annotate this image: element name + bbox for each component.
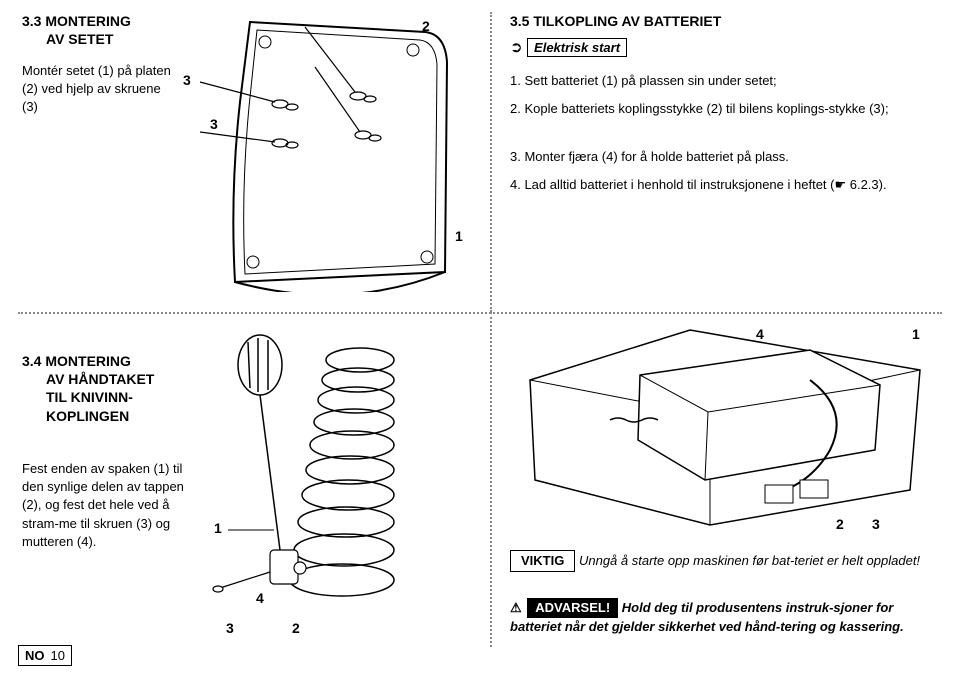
divider-v-bottom <box>490 312 492 647</box>
s33-callout-1: 1 <box>455 228 463 244</box>
s35-i3: 3. Monter fjæra (4) for å holde batterie… <box>510 148 940 166</box>
s34-callout-2: 2 <box>292 620 300 636</box>
viktig-label: VIKTIG <box>510 550 575 572</box>
page-footer: NO 10 <box>18 645 72 666</box>
s33-body: Montér setet (1) på platen (2) ved hjelp… <box>22 62 177 117</box>
s35-startline: ➲ Elektrisk start <box>510 38 627 57</box>
s34-t3: TIL KNIVINN- <box>22 388 192 406</box>
s34-title: 3.4 MONTERING AV HÅNDTAKET TIL KNIVINN- … <box>22 352 192 425</box>
page-code: NO <box>25 648 45 663</box>
s33-title: 3.3 MONTERING AV SETET <box>22 12 177 48</box>
s33-callout-3b: 3 <box>210 116 218 132</box>
s34-leader <box>224 520 284 540</box>
s35-i2: 2. Kople batteriets koplingsstykke (2) t… <box>510 100 940 118</box>
s35-callout-2: 2 <box>836 516 844 532</box>
pointer-icon: ➲ <box>510 39 523 56</box>
advarsel-block: ⚠ ADVARSEL! Hold deg til produsentens in… <box>510 598 940 636</box>
s33-callout-3a: 3 <box>183 72 191 88</box>
s35-title: 3.5 TILKOPLING AV BATTERIET <box>510 12 721 30</box>
s34-t1: 3.4 MONTERING <box>22 352 192 370</box>
s35-callout-4: 4 <box>756 326 764 342</box>
advarsel-label: ADVARSEL! <box>527 598 618 618</box>
viktig-block: VIKTIG Unngå å starte opp maskinen før b… <box>510 550 940 572</box>
s33-callout-2: 2 <box>422 18 430 34</box>
s33-illustration <box>195 12 475 292</box>
s35-illustration <box>510 320 940 530</box>
s34-callout-3: 3 <box>226 620 234 636</box>
s35-i4: 4. Lad alltid batteriet i henhold til in… <box>510 176 940 194</box>
s35-startbox: Elektrisk start <box>527 38 627 57</box>
divider-h-mid <box>18 312 942 314</box>
s34-t4: KOPLINGEN <box>22 407 192 425</box>
viktig-text: Unngå å starte opp maskinen før bat-teri… <box>579 553 920 568</box>
s33-title-l2: AV SETET <box>22 30 177 48</box>
s34-body: Fest enden av spaken (1) til den synlige… <box>22 460 192 551</box>
warn-icon: ⚠ <box>510 600 522 615</box>
s34-callout-1: 1 <box>214 520 222 536</box>
s34-t2: AV HÅNDTAKET <box>22 370 192 388</box>
s34-callout-4: 4 <box>256 590 264 606</box>
s35-i1: 1. Sett batteriet (1) på plassen sin und… <box>510 72 940 90</box>
divider-v-top <box>490 12 492 312</box>
s33-title-l1: 3.3 MONTERING <box>22 12 177 30</box>
s34-illustration <box>200 330 480 630</box>
s35-callout-3: 3 <box>872 516 880 532</box>
s35-callout-1: 1 <box>912 326 920 342</box>
page-number: 10 <box>51 648 65 663</box>
